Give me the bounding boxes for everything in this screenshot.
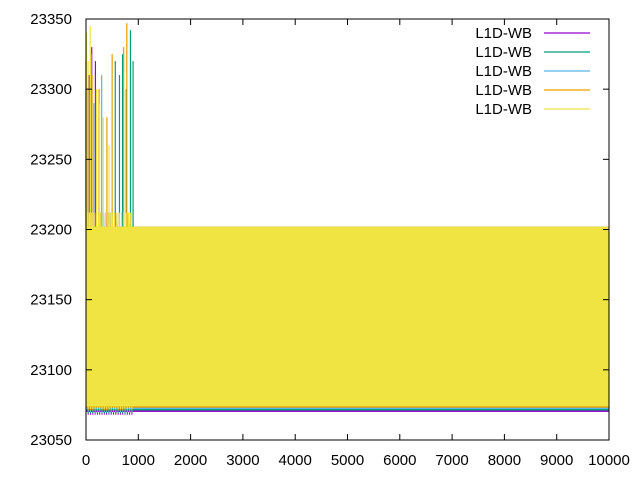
x-tick-label: 3000 xyxy=(226,452,259,469)
legend-item: L1D-WB xyxy=(475,63,590,80)
series-band xyxy=(86,226,609,407)
x-tick-label: 10000 xyxy=(588,452,630,469)
x-tick-label: 1000 xyxy=(122,452,155,469)
legend-item: L1D-WB xyxy=(475,25,590,42)
y-tick-label: 23200 xyxy=(30,222,72,239)
legend-label: L1D-WB xyxy=(475,44,532,61)
x-tick-label: 4000 xyxy=(279,452,312,469)
x-tick-label: 9000 xyxy=(540,452,573,469)
legend-label: L1D-WB xyxy=(475,101,532,118)
x-tick-label: 8000 xyxy=(488,452,521,469)
legend-label: L1D-WB xyxy=(475,82,532,99)
x-tick-label: 6000 xyxy=(383,452,416,469)
y-tick-label: 23350 xyxy=(30,11,72,28)
x-tick-label: 5000 xyxy=(331,452,364,469)
legend-item: L1D-WB xyxy=(475,44,590,61)
y-tick-label: 23150 xyxy=(30,292,72,309)
y-tick-label: 23300 xyxy=(30,81,72,98)
y-tick-label: 23100 xyxy=(30,362,72,379)
y-tick-label: 23050 xyxy=(30,432,72,449)
legend: L1D-WB L1D-WB L1D-WB L1D-WB L1D-WB xyxy=(475,25,590,118)
plot-area xyxy=(85,23,609,415)
series-line xyxy=(86,212,133,410)
series-5 xyxy=(85,26,609,410)
x-tick-label: 7000 xyxy=(435,452,468,469)
legend-label: L1D-WB xyxy=(475,25,532,42)
x-tick-label: 2000 xyxy=(174,452,207,469)
legend-item: L1D-WB xyxy=(475,101,590,118)
legend-label: L1D-WB xyxy=(475,63,532,80)
x-tick-label: 0 xyxy=(82,452,90,469)
y-tick-label: 23250 xyxy=(30,151,72,168)
axes: 0 1000 2000 3000 4000 5000 6000 7000 8000 9000 100… xyxy=(30,11,630,469)
legend-item: L1D-WB xyxy=(475,82,590,99)
